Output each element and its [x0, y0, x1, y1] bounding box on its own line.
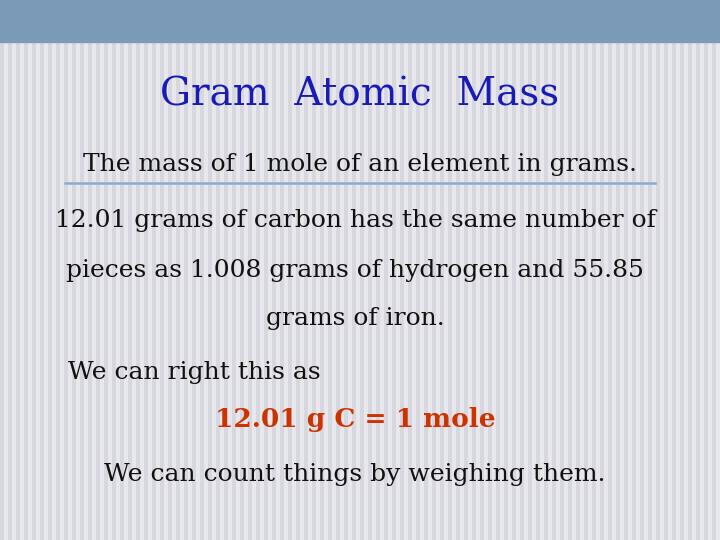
Text: Gram  Atomic  Mass: Gram Atomic Mass [161, 77, 559, 113]
Bar [248, 0, 252, 540]
Text: grams of iron.: grams of iron. [266, 307, 444, 329]
Bar [288, 0, 292, 540]
Bar [136, 0, 140, 540]
Text: We can count things by weighing them.: We can count things by weighing them. [104, 462, 606, 485]
Bar [600, 0, 604, 540]
Bar [416, 0, 420, 540]
Bar [48, 0, 52, 540]
Bar [120, 0, 124, 540]
Bar [240, 0, 244, 540]
Bar [272, 0, 276, 540]
Bar [496, 0, 500, 540]
Bar [320, 0, 324, 540]
Bar [168, 0, 172, 540]
Bar [152, 0, 156, 540]
Bar [592, 0, 596, 540]
Bar [680, 0, 684, 540]
Bar [472, 0, 476, 540]
Bar [616, 0, 620, 540]
Bar [608, 0, 612, 540]
Bar [632, 0, 636, 540]
Bar [384, 0, 388, 540]
Bar [0, 0, 4, 540]
Bar [560, 0, 564, 540]
Bar [456, 0, 460, 540]
Bar [160, 0, 164, 540]
Bar [32, 0, 36, 540]
Bar [208, 0, 212, 540]
Bar [176, 0, 180, 540]
Bar [648, 0, 652, 540]
Bar [408, 0, 412, 540]
Bar [664, 0, 668, 540]
Bar [392, 0, 396, 540]
Bar [464, 0, 468, 540]
Bar [304, 0, 308, 540]
Bar [520, 0, 524, 540]
Bar [376, 0, 380, 540]
Bar [184, 0, 188, 540]
Bar [264, 0, 268, 540]
Text: 12.01 grams of carbon has the same number of: 12.01 grams of carbon has the same numbe… [55, 208, 655, 232]
Bar [552, 0, 556, 540]
Bar [144, 0, 148, 540]
Bar [504, 0, 508, 540]
Bar [280, 0, 284, 540]
Bar [400, 0, 404, 540]
Bar [360, 0, 364, 540]
Bar [56, 0, 60, 540]
Bar [688, 0, 692, 540]
Bar [488, 0, 492, 540]
Bar [328, 0, 332, 540]
Bar [480, 0, 484, 540]
Bar [224, 0, 228, 540]
Bar [128, 0, 132, 540]
Bar [448, 0, 452, 540]
Bar [296, 0, 300, 540]
Bar [16, 0, 20, 540]
Bar [584, 0, 588, 540]
Bar [576, 0, 580, 540]
Bar [336, 0, 340, 540]
Bar [96, 0, 100, 540]
Bar [216, 0, 220, 540]
Bar [352, 0, 356, 540]
Bar [672, 0, 676, 540]
Bar [512, 0, 516, 540]
Bar [536, 0, 540, 540]
Bar [368, 0, 372, 540]
Bar [256, 0, 260, 540]
Bar [640, 0, 644, 540]
Bar [64, 0, 68, 540]
Text: pieces as 1.008 grams of hydrogen and 55.85: pieces as 1.008 grams of hydrogen and 55… [66, 259, 644, 281]
Bar [656, 0, 660, 540]
Bar [696, 0, 700, 540]
Bar [8, 0, 12, 540]
Bar [40, 0, 44, 540]
Bar [432, 0, 436, 540]
Bar [112, 0, 116, 540]
Bar [528, 0, 532, 540]
Bar [568, 0, 572, 540]
Bar [0, 0, 720, 42]
Bar [312, 0, 316, 540]
Bar [624, 0, 628, 540]
Bar [424, 0, 428, 540]
Text: 12.01 g C = 1 mole: 12.01 g C = 1 mole [215, 408, 495, 433]
Bar [72, 0, 76, 540]
Bar [544, 0, 548, 540]
Bar [88, 0, 92, 540]
Bar [232, 0, 236, 540]
Bar [440, 0, 444, 540]
Bar [192, 0, 196, 540]
Bar [704, 0, 708, 540]
Text: The mass of 1 mole of an element in grams.: The mass of 1 mole of an element in gram… [83, 153, 637, 177]
Bar [104, 0, 108, 540]
Bar [24, 0, 28, 540]
Bar [200, 0, 204, 540]
Bar [80, 0, 84, 540]
Bar [712, 0, 716, 540]
Bar [344, 0, 348, 540]
Text: We can right this as: We can right this as [68, 361, 320, 384]
